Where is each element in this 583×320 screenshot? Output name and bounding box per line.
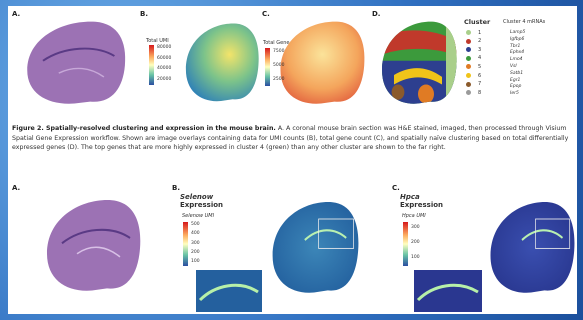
legend-swatch [466,56,471,61]
colorbar-tick: 80000 [157,45,171,50]
colorbar-tick: 100 [191,259,200,264]
gene-list-item: Lamp5 [510,30,525,35]
gene-list-item: Igfbp6 [510,37,524,42]
colorbar-tick: 7500 [273,49,284,54]
gene-list-item: Tbr1 [510,44,520,49]
colorbar [265,48,270,86]
legend-label: 2 [478,38,481,44]
colorbar-tick: 400 [191,231,200,236]
gene-list-item: Ier5 [510,91,519,96]
gene-list-item: Lmo4 [510,57,523,62]
legend-swatch [466,82,471,87]
legend-label: 3 [478,47,481,53]
figure-art [0,0,583,320]
colorbar-tick: 200 [191,250,200,255]
colorbar-tick: 60000 [157,56,171,61]
gene-list-item: Epop [510,84,521,89]
legend-label: 4 [478,55,481,61]
colorbar-tick: 20000 [157,77,171,82]
colorbar [183,222,188,266]
gene-list-item: Egr1 [510,78,520,83]
colorbar-tick: 2500 [273,77,284,82]
colorbar [403,222,408,266]
gene-list-item: Ephx4 [510,50,524,55]
colorbar-tick: 200 [411,240,420,245]
legend-swatch [466,30,471,35]
colorbar-tick: 100 [411,255,420,260]
legend-label: 6 [478,73,481,79]
legend-label: 1 [478,30,481,36]
legend-swatch [466,39,471,44]
legend-label: 7 [478,81,481,87]
gene-list-item: Vsl [510,64,517,69]
legend-label: 8 [478,90,481,96]
page: {"top":{"panel_a":"A.","panel_b":"B.","p… [0,0,583,320]
gene-list-item: Satb1 [510,71,523,76]
colorbar-tick: 300 [411,225,420,230]
colorbar-tick: 5000 [273,63,284,68]
colorbar-tick: 300 [191,241,200,246]
legend-swatch [466,73,471,78]
colorbar-tick: 500 [191,222,200,227]
colorbar-tick: 40000 [157,66,171,71]
colorbar [149,45,154,85]
legend-label: 5 [478,64,481,70]
